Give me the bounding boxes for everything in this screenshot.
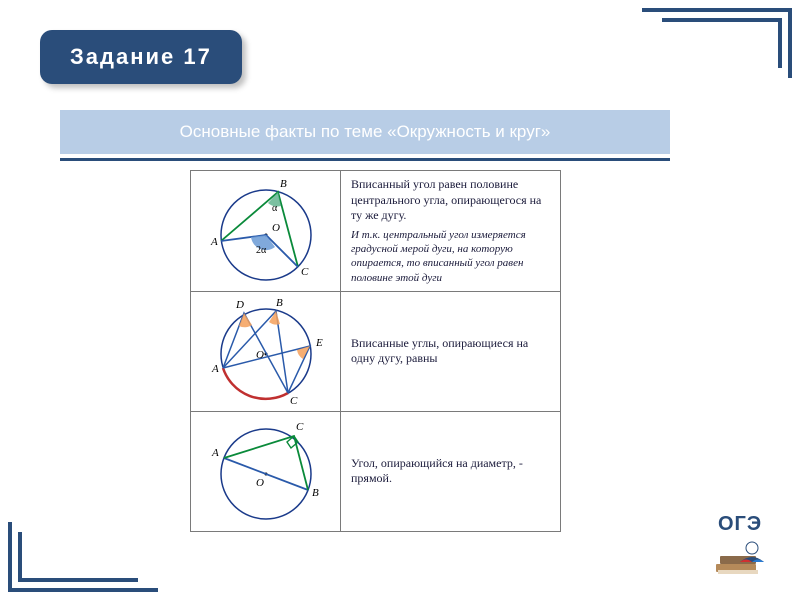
label-A: A [211,363,219,375]
subtitle-text: Основные факты по теме «Окружность и кру… [60,110,670,154]
diagram-cell: A C D B E O [191,291,341,411]
equal-inscribed-diagram: A C D B E O [196,294,336,409]
label-O: O [256,349,264,361]
fact-text: Вписанные углы, опирающиеся на одну дугу… [351,336,528,366]
fact-text: Угол, опирающийся на диаметр, - прямой. [351,456,523,486]
label-two-alpha: 2α [256,245,267,256]
text-cell: Вписанный угол равен половине центрально… [341,171,561,292]
label-B: B [276,297,283,309]
subtitle-block: Основные факты по теме «Окружность и кру… [60,110,670,161]
diagram-cell: A B C O [191,411,341,531]
fact-text: Вписанный угол равен половине центрально… [351,177,541,222]
label-O: O [256,477,264,489]
label-E: E [315,337,323,349]
corner-top-right [642,8,792,78]
table-row: α 2α A B C O Вписанный угол равен полови… [191,171,561,292]
table-row: A B C O Угол, опирающийся на диаметр, - … [191,411,561,531]
text-cell: Вписанные углы, опирающиеся на одну дугу… [341,291,561,411]
table-row: A C D B E O Вписанные углы, опирающиеся … [191,291,561,411]
text-cell: Угол, опирающийся на диаметр, - прямой. [341,411,561,531]
label-C: C [290,395,298,407]
fact-italic: И т.к. центральный угол измеряется граду… [351,228,550,285]
label-C: C [301,266,309,278]
label-B: B [280,178,287,190]
exam-badge-text: ОГЭ [710,513,770,536]
label-alpha: α [272,203,278,214]
diameter-right-diagram: A B C O [196,414,336,529]
facts-table: α 2α A B C O Вписанный угол равен полови… [190,170,561,532]
label-A: A [210,236,218,248]
label-O: O [272,222,280,234]
exam-badge: ОГЭ [710,513,770,580]
subtitle-underline [60,158,670,161]
inscribed-central-diagram: α 2α A B C O [196,173,336,288]
label-D: D [235,299,244,311]
corner-bottom-left [8,522,158,592]
label-B: B [312,487,319,499]
label-A: A [211,447,219,459]
diagram-cell: α 2α A B C O [191,171,341,292]
label-C: C [296,421,304,433]
exam-badge-icon [710,538,770,580]
page-title: Задание 17 [40,30,242,84]
